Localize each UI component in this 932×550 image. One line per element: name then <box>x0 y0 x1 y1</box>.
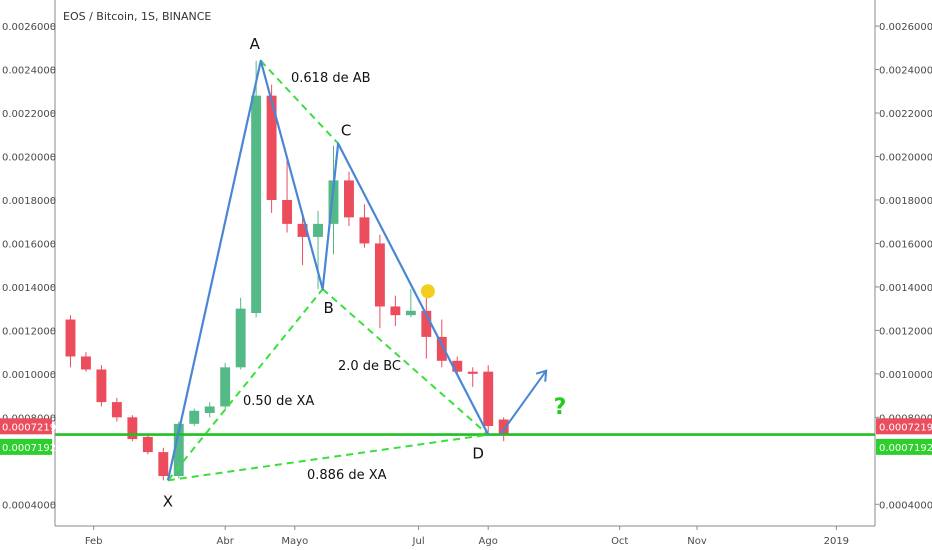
price-tag-right-label: 0.0007219 <box>879 422 932 433</box>
question-mark-label: ? <box>554 395 567 420</box>
ratio-annotation: 0.618 de AB <box>291 71 371 86</box>
candle-body-down <box>158 452 169 477</box>
candle-body-up <box>189 410 200 424</box>
point-label-c: C <box>341 121 351 139</box>
price-tag-left-bg <box>0 418 52 435</box>
fib-dashed-line-bd <box>321 288 489 436</box>
candle-body-down <box>390 306 401 316</box>
y-tick-label-right: 0.0024000 <box>879 66 932 77</box>
y-tick-label-left: 0.0010000 <box>2 370 56 381</box>
y-tick-label-left: 0.0012000 <box>2 326 56 337</box>
candle-body-up <box>328 180 339 224</box>
pattern-overlay: X A B C D 0.618 de AB 0.50 de XA 2.0 de BC 0.886… <box>55 35 875 510</box>
fib-dashed-line-xd <box>167 433 489 482</box>
candle-body-down <box>65 319 76 357</box>
candle-body-down <box>359 217 370 244</box>
y-tick-label-left: 0.0014000 <box>2 283 56 294</box>
candle-body-down <box>127 417 138 440</box>
price-tag-left-label: 0.0007219 <box>2 422 56 433</box>
candle-body-down <box>142 436 153 453</box>
candle-body-up <box>405 310 416 316</box>
price-tag-right-label: 0.0007192 <box>879 443 932 454</box>
y-tick-label-left: 0.0016000 <box>2 239 56 250</box>
y-tick-label-left: 0.0004000 <box>2 500 56 511</box>
x-tick-label: Jul <box>412 536 425 547</box>
x-tick-label: Abr <box>217 536 235 547</box>
tick-labels: 0.0026000 0.0026000 0.0024000 0.0024000 0.00… <box>0 22 932 547</box>
y-tick-label-right: 0.0010000 <box>879 370 932 381</box>
x-tick-label: Nov <box>687 536 707 547</box>
candle-body-down <box>436 336 447 361</box>
y-tick-label-left: 0.0024000 <box>2 66 56 77</box>
candle-body-down <box>344 180 354 218</box>
point-label-b: B <box>324 299 334 317</box>
ratio-annotation: 0.50 de XA <box>243 394 314 409</box>
xabcd-pattern-line <box>166 59 490 481</box>
candle-body-down <box>467 371 478 374</box>
candle-body-down <box>111 402 122 418</box>
chart-title: EOS / Bitcoin, 1S, BINANCE <box>63 10 211 23</box>
candles <box>65 60 509 481</box>
point-label-x: X <box>163 492 173 510</box>
y-tick-label-right: 0.0016000 <box>879 239 932 250</box>
projection-arrow-shaft <box>499 370 548 436</box>
candle-body-up <box>220 367 231 407</box>
price-tag-left-bg <box>0 438 52 455</box>
y-tick-label-right: 0.0022000 <box>879 109 932 120</box>
ratio-annotation: 2.0 de BC <box>338 359 401 374</box>
y-tick-label-right: 0.0014000 <box>879 283 932 294</box>
candle-body-down <box>80 356 91 370</box>
candle-body-up <box>251 95 262 313</box>
price-tag-right-bg <box>876 418 932 435</box>
candle-body-down <box>297 223 308 237</box>
candle-body-up <box>313 223 323 237</box>
y-tick-label-right: 0.0012000 <box>879 326 932 337</box>
x-tick-label: Ago <box>479 536 498 547</box>
y-tick-label-right: 0.0018000 <box>879 196 932 207</box>
point-label-d: D <box>472 445 484 463</box>
y-tick-label-right: 0.0026000 <box>879 22 932 33</box>
candle-body-up <box>204 406 215 413</box>
y-tick-label-left: 0.0018000 <box>2 196 56 207</box>
price-tag-right-bg <box>876 438 932 455</box>
ratio-annotation: 0.886 de XA <box>307 468 387 483</box>
y-tick-label-right: 0.0004000 <box>879 500 932 511</box>
projection-arrow-head <box>535 369 548 382</box>
candle-body-down <box>483 371 494 427</box>
candle-body-up <box>235 308 246 368</box>
axes <box>54 0 876 527</box>
candle-body-down <box>266 95 277 200</box>
fib-dashed-line-ac <box>260 60 339 145</box>
y-tick-label-left: 0.0020000 <box>2 152 56 163</box>
x-tick-label: 2019 <box>824 536 849 547</box>
signal-marker-dot <box>420 284 435 299</box>
price-tag-left-label: 0.0007192 <box>2 443 56 454</box>
x-tick-label: Feb <box>85 536 103 547</box>
y-tick-label-right: 0.0020000 <box>879 152 932 163</box>
candle-body-down <box>452 360 463 372</box>
x-tick-label: Mayo <box>281 536 308 547</box>
candle-body-down <box>374 243 385 307</box>
candle-body-up <box>173 423 184 477</box>
point-label-a: A <box>250 35 261 53</box>
y-tick-label-left: 0.0026000 <box>2 22 56 33</box>
candle-body-down <box>498 419 509 435</box>
fib-dashed-line-xb <box>167 288 324 481</box>
candle-body-down <box>282 199 293 224</box>
x-tick-label: Oct <box>611 536 628 547</box>
y-tick-label-left: 0.0022000 <box>2 109 56 120</box>
candle-body-down <box>96 369 107 403</box>
grid-layer <box>51 25 879 530</box>
candle-body-down <box>421 310 432 337</box>
